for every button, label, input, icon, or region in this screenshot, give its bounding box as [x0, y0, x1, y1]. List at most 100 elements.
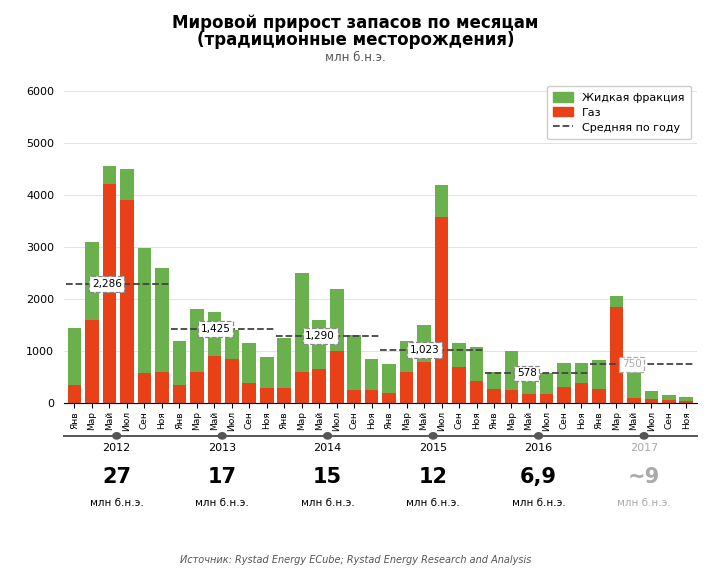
Bar [452, 343, 466, 367]
Text: 27: 27 [102, 467, 132, 487]
Bar [609, 307, 623, 403]
Bar [120, 169, 134, 200]
Bar [487, 372, 501, 388]
Bar [365, 359, 378, 390]
Text: Мировой прирост запасов по месяцам: Мировой прирост запасов по месяцам [172, 14, 539, 32]
Text: (традиционные месторождения): (традиционные месторождения) [197, 31, 514, 49]
Bar [540, 394, 553, 403]
Bar [592, 360, 606, 388]
Bar [138, 248, 151, 373]
Bar [662, 400, 675, 403]
Bar [102, 184, 117, 403]
Bar [348, 336, 361, 390]
Bar [102, 166, 117, 184]
Text: 2013: 2013 [208, 443, 236, 452]
Text: млн б.н.э.: млн б.н.э. [301, 498, 355, 507]
Text: 15: 15 [313, 467, 342, 487]
Text: 6,9: 6,9 [520, 467, 557, 487]
Bar [330, 351, 343, 403]
Bar [295, 372, 309, 403]
Bar [592, 388, 606, 403]
Bar [208, 356, 221, 403]
Bar [85, 320, 99, 403]
Bar [557, 387, 571, 403]
Bar [225, 330, 239, 359]
Bar [522, 394, 536, 403]
Bar [190, 309, 203, 372]
Bar [312, 370, 326, 403]
Text: млн б.н.э.: млн б.н.э. [406, 498, 460, 507]
Bar [644, 399, 658, 403]
Bar [138, 373, 151, 403]
Bar [225, 359, 239, 403]
Bar [540, 373, 553, 394]
Bar [68, 328, 81, 385]
Bar [627, 398, 641, 403]
Bar [434, 217, 449, 403]
Bar [662, 395, 675, 400]
Bar [208, 312, 221, 356]
Bar [260, 358, 274, 388]
Text: млн б.н.э.: млн б.н.э. [325, 51, 386, 65]
Text: млн б.н.э.: млн б.н.э. [617, 498, 671, 507]
Text: 1,023: 1,023 [410, 345, 440, 355]
Text: млн б.н.э.: млн б.н.э. [196, 498, 249, 507]
Text: 2016: 2016 [525, 443, 552, 452]
Bar [644, 391, 658, 399]
Bar [173, 341, 186, 385]
Text: 2,286: 2,286 [92, 279, 122, 289]
Bar [242, 383, 256, 403]
Text: 17: 17 [208, 467, 237, 487]
Bar [470, 347, 483, 382]
Bar [417, 362, 431, 403]
Bar [348, 390, 361, 403]
Text: млн б.н.э.: млн б.н.э. [90, 498, 144, 507]
Text: 2014: 2014 [314, 443, 342, 452]
Bar [190, 372, 203, 403]
Bar [173, 385, 186, 403]
Bar [609, 296, 623, 307]
Bar [68, 385, 81, 403]
Text: 1,290: 1,290 [305, 331, 335, 341]
Bar [505, 390, 518, 403]
Text: 2017: 2017 [630, 443, 658, 452]
Text: 1,425: 1,425 [201, 324, 230, 334]
Bar [383, 364, 396, 393]
Text: млн б.н.э.: млн б.н.э. [512, 498, 565, 507]
Bar [85, 241, 99, 320]
Bar [295, 273, 309, 372]
Bar [400, 372, 413, 403]
Legend: Жидкая фракция, Газ, Средняя по году: Жидкая фракция, Газ, Средняя по году [547, 86, 691, 139]
Bar [522, 377, 536, 394]
Text: 578: 578 [517, 368, 537, 378]
Bar [470, 382, 483, 403]
Bar [574, 363, 588, 383]
Bar [627, 362, 641, 398]
Bar [365, 390, 378, 403]
Bar [680, 401, 693, 403]
Text: ~9: ~9 [628, 467, 661, 487]
Text: 750: 750 [621, 359, 641, 369]
Text: Источник: Rystad Energy ECube; Rystad Energy Research and Analysis: Источник: Rystad Energy ECube; Rystad En… [180, 555, 531, 565]
Bar [400, 341, 413, 372]
Bar [417, 325, 431, 362]
Bar [574, 383, 588, 403]
Bar [452, 367, 466, 403]
Text: 2012: 2012 [102, 443, 131, 452]
Bar [277, 388, 291, 403]
Bar [312, 320, 326, 370]
Bar [155, 372, 169, 403]
Bar [242, 343, 256, 383]
Bar [120, 200, 134, 403]
Text: 12: 12 [419, 467, 448, 487]
Bar [383, 393, 396, 403]
Text: 2015: 2015 [419, 443, 447, 452]
Bar [557, 363, 571, 387]
Bar [487, 388, 501, 403]
Bar [277, 338, 291, 388]
Bar [505, 351, 518, 390]
Bar [680, 397, 693, 401]
Bar [260, 388, 274, 403]
Bar [434, 185, 449, 217]
Bar [155, 268, 169, 372]
